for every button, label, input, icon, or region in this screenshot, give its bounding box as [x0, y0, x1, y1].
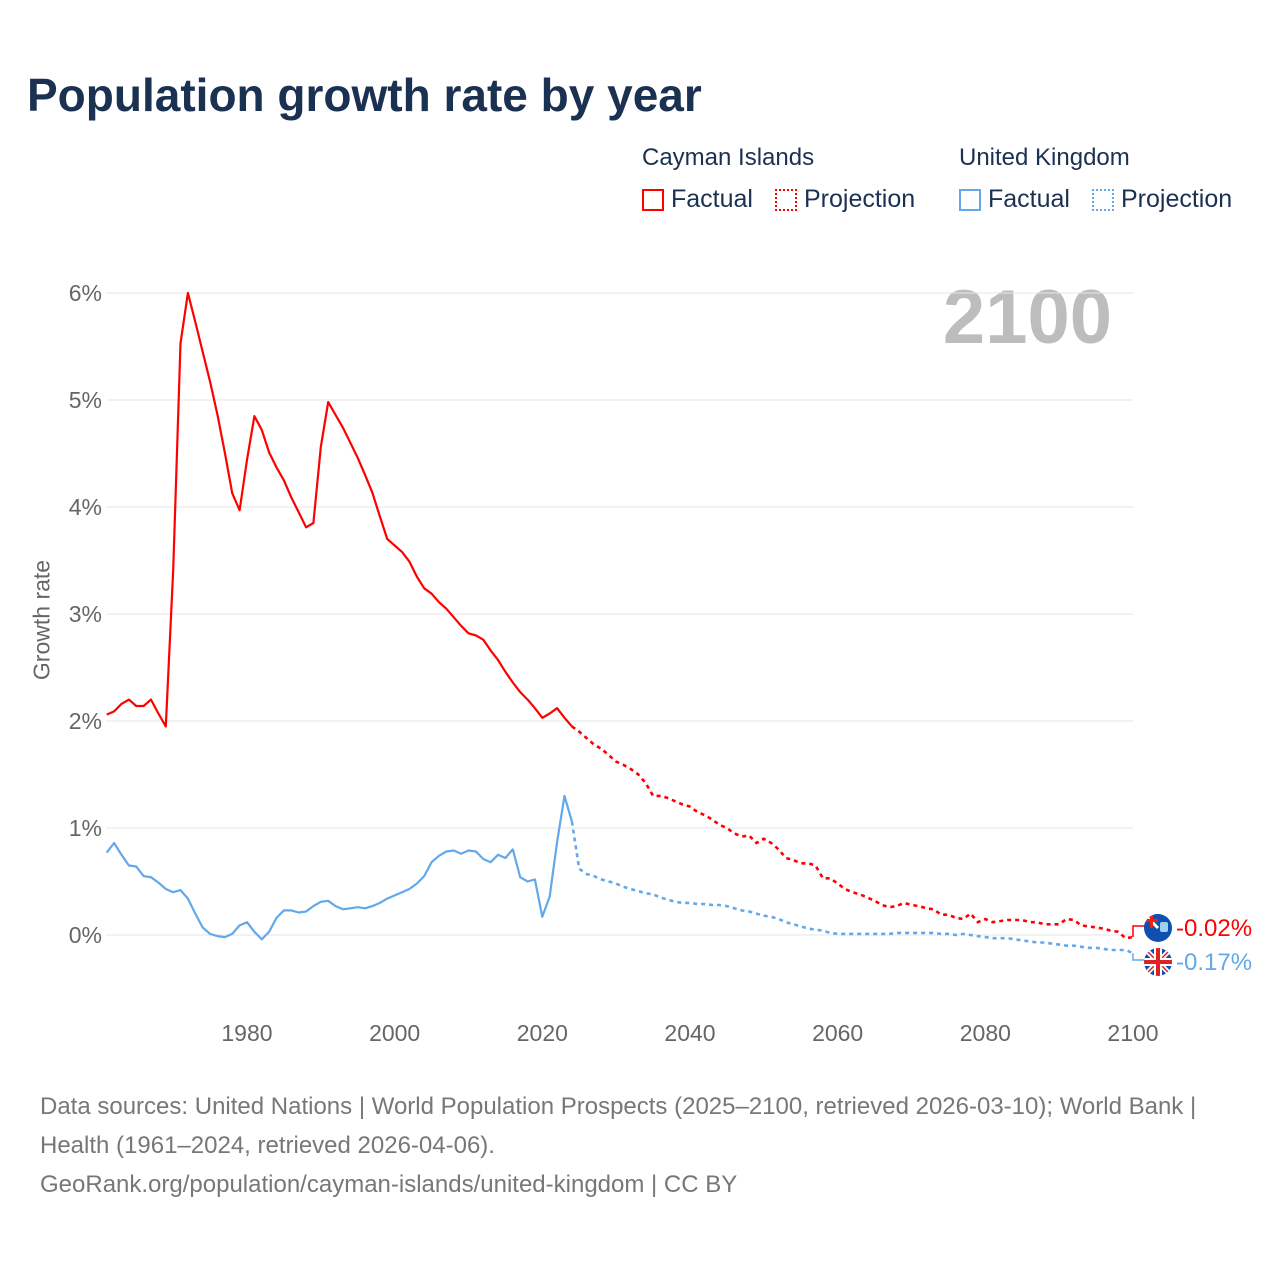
x-tick-label: 2020: [517, 1020, 568, 1046]
series-line-factual-1: [105, 794, 573, 941]
legend-swatch-dotted-blue: [1092, 188, 1114, 211]
series-line-factual-0: [106, 291, 573, 728]
flag-body: [1144, 948, 1172, 976]
footer: Data sources: United Nations | World Pop…: [40, 1087, 1240, 1204]
y-tick-label: 6%: [69, 280, 102, 306]
end-connector: [1132, 953, 1146, 961]
legend-cayman-factual[interactable]: Factual: [642, 185, 753, 214]
y-tick-label: 3%: [69, 601, 102, 627]
legend-label: Projection: [1121, 185, 1233, 213]
y-tick-label: 5%: [69, 387, 102, 413]
credit-link[interactable]: GeoRank.org/population/cayman-islands/un…: [40, 1171, 738, 1198]
y-tick-label: 2%: [69, 708, 102, 734]
current-year-label: 2100: [942, 275, 1112, 360]
flag-body: [1144, 914, 1172, 942]
flag-shield: [1160, 922, 1168, 932]
x-tick-label: 1980: [221, 1020, 272, 1046]
uk-flag-icon: [1144, 948, 1172, 976]
y-tick-label: 4%: [69, 494, 102, 520]
legend-swatch-dotted-red: [775, 188, 797, 211]
end-value-label: -0.17%: [1176, 949, 1252, 976]
chart-plot: 0% 1% 2% 3% 4% 5% 6% 1980 2000 2020 2040 2060 2080 21…: [69, 280, 1252, 1046]
flag-cross-red-v: [1156, 948, 1160, 976]
legend-label: Factual: [671, 185, 753, 213]
series-line-projection-0: [571, 725, 1134, 940]
legend-swatch-solid-blue: [959, 188, 981, 211]
legend-label: Projection: [804, 185, 916, 213]
data-sources: Data sources: United Nations | World Pop…: [40, 1093, 1197, 1159]
cayman-flag-icon: [1144, 914, 1172, 942]
legend-group-cayman: Cayman Islands: [642, 144, 815, 171]
end-connector: [1132, 925, 1146, 938]
chart-title: Population growth rate by year: [27, 69, 702, 121]
x-tick-label: 2100: [1107, 1020, 1158, 1046]
legend-uk-projection[interactable]: Projection: [1092, 185, 1232, 214]
legend-swatch-solid-red: [642, 188, 664, 211]
x-tick-label: 2080: [960, 1020, 1011, 1046]
y-tick-label: 0%: [69, 922, 102, 948]
x-tick-label: 2040: [664, 1020, 715, 1046]
end-value-label: -0.02%: [1176, 915, 1252, 942]
series-line-projection-1: [570, 821, 1134, 955]
x-tick-label: 2000: [369, 1020, 420, 1046]
legend-label: Factual: [988, 185, 1070, 213]
flag-cross-h: [1144, 919, 1158, 922]
legend-cayman-projection[interactable]: Projection: [775, 185, 915, 214]
legend-uk-factual[interactable]: Factual: [959, 185, 1070, 214]
legend-group-uk: United Kingdom: [959, 144, 1130, 171]
x-tick-label: 2060: [812, 1020, 863, 1046]
y-tick-label: 1%: [69, 815, 102, 841]
